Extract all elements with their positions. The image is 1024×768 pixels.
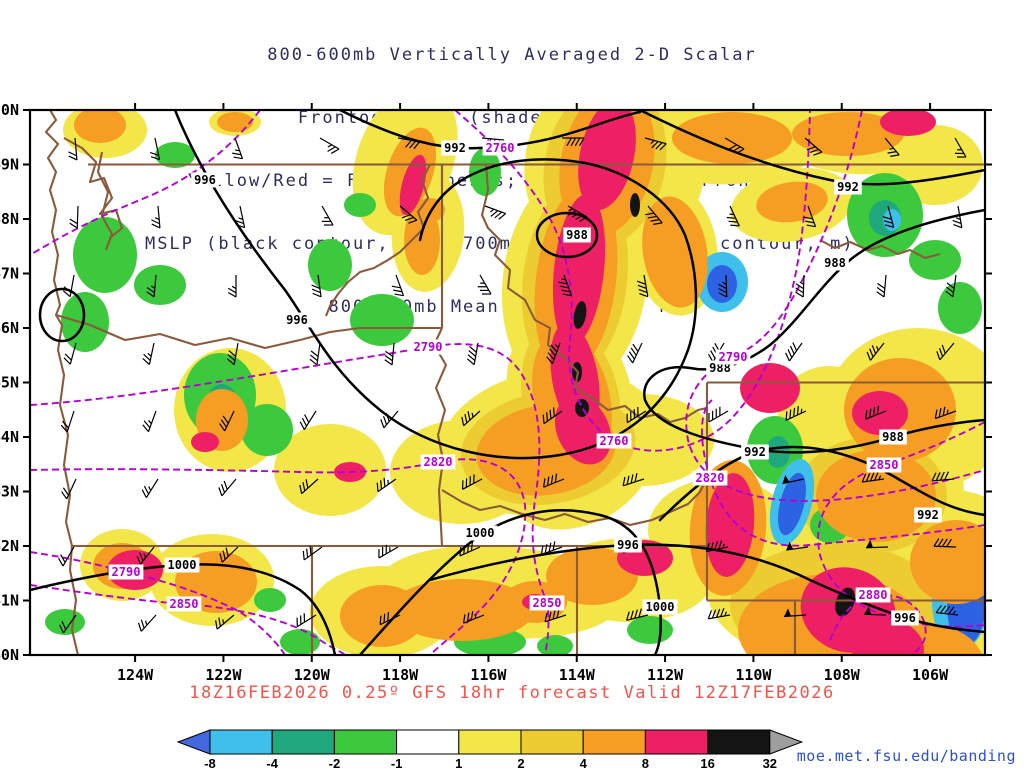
svg-text:2760: 2760 [486,141,515,155]
lon-tick-label: 110W [735,666,772,684]
colorbar-segment [209,729,273,755]
svg-text:988: 988 [566,228,588,242]
axis-labels: 50N 49N 48N 47N 46N 45N 44N 43N 42N 41N 40N 124W 122… [0,101,949,684]
colorbar-left-arrow [176,729,211,755]
colorbar-segment [271,729,335,755]
lon-tick-label: 108W [824,666,861,684]
svg-text:992: 992 [917,508,939,522]
lat-tick-label: 48N [0,210,19,228]
colorbar-tick-label: 2 [517,756,524,768]
map-plot: 996 992 988 992 988 996 988 992 988 992 996 1000 996… [0,101,992,684]
svg-text:1000: 1000 [466,526,495,540]
svg-text:2790: 2790 [414,340,443,354]
colorbar: -8 -4 -2 -1 1 2 4 8 16 32 [176,729,804,768]
colorbar-segment [396,729,460,755]
lat-tick-label: 44N [0,428,19,446]
svg-text:988: 988 [882,430,904,444]
lat-tick-label: 40N [0,646,19,664]
colorbar-tick-label: 16 [700,756,714,768]
svg-text:996: 996 [194,173,216,187]
lon-tick-label: 122W [205,666,242,684]
axis-ticks [23,103,992,662]
svg-text:2880: 2880 [859,588,888,602]
svg-text:2850: 2850 [170,597,199,611]
colorbar-tick-label: -1 [391,756,403,768]
svg-text:992: 992 [837,180,859,194]
wind-barbs-layer [58,137,967,634]
colorbar-tick-label: 32 [763,756,777,768]
colorbar-tick-label: -4 [266,756,278,768]
svg-text:2820: 2820 [424,455,453,469]
svg-text:992: 992 [444,141,466,155]
lat-tick-label: 47N [0,265,19,283]
svg-text:996: 996 [894,611,916,625]
lon-tick-label: 106W [912,666,949,684]
colorbar-tick-label: 1 [455,756,462,768]
map-frame-group: 996 992 988 992 988 996 988 992 988 992 996 1000 996… [0,101,992,684]
lat-tick-label: 50N [0,101,19,119]
svg-text:2820: 2820 [696,471,725,485]
colorbar-segment [707,729,771,755]
lon-tick-label: 118W [382,666,419,684]
title-line: 800-600mb Vertically Averaged 2-D Scalar [267,45,757,65]
contour-labels-layer: 996 992 988 992 988 996 988 992 988 992 996 1000 996… [108,140,942,626]
website-link[interactable]: moe.met.fsu.edu/banding [796,747,1016,765]
colorbar-segment [333,729,398,755]
lat-tick-label: 42N [0,537,19,555]
colorbar-segment [644,729,709,755]
lat-tick-label: 45N [0,374,19,392]
lat-tick-label: 46N [0,319,19,337]
svg-text:988: 988 [709,361,731,375]
svg-text:2850: 2850 [870,458,899,472]
lon-tick-label: 114W [559,666,596,684]
colorbar-tick-label: -8 [204,756,216,768]
lon-tick-label: 112W [647,666,684,684]
svg-text:2790: 2790 [719,350,748,364]
colorbar-tick-label: 4 [580,756,588,768]
svg-text:992: 992 [744,445,766,459]
colorbar-right-arrow [769,729,804,755]
svg-text:2850: 2850 [533,596,562,610]
map-content: 996 992 988 992 988 996 988 992 988 992 996 1000 996… [30,110,985,655]
svg-text:2790: 2790 [112,565,141,579]
forecast-caption: 18Z16FEB2026 0.25º GFS 18hr forecast Val… [189,683,835,703]
svg-text:988: 988 [824,256,846,270]
frontogenesis-shading-layer [45,110,985,655]
colorbar-segment [458,729,522,755]
svg-text:1000: 1000 [168,558,197,572]
colorbar-tick-label: 8 [642,756,649,768]
lon-tick-label: 124W [117,666,154,684]
lon-tick-label: 120W [294,666,331,684]
lat-tick-label: 41N [0,592,19,610]
lon-tick-label: 116W [470,666,507,684]
lat-tick-label: 43N [0,483,19,501]
svg-text:996: 996 [286,313,308,327]
lat-tick-label: 49N [0,156,19,174]
svg-text:2760: 2760 [600,434,629,448]
colorbar-segment [582,729,646,755]
height-contours-layer [30,110,985,655]
svg-text:1000: 1000 [646,600,675,614]
svg-text:996: 996 [617,538,639,552]
colorbar-segment [520,729,584,755]
colorbar-tick-label: -2 [329,756,341,768]
